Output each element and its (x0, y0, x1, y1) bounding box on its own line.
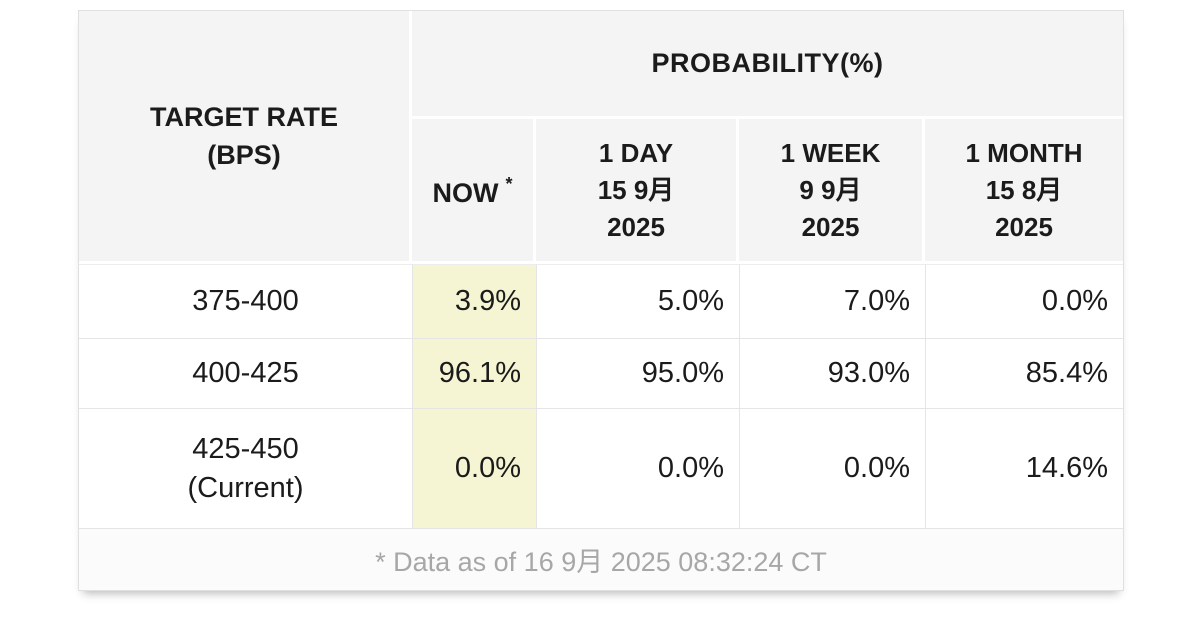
column-header-1week-line3: 2025 (801, 211, 860, 242)
column-header-1month-line2: 15 8月 (985, 174, 1063, 205)
column-header-1day: 1 DAY 15 9月 2025 (536, 119, 739, 264)
column-header-1month: 1 MONTH 15 8月 2025 (925, 119, 1123, 264)
probability-cell-now: 96.1% (412, 338, 536, 408)
probability-value: 85.4% (1025, 357, 1108, 389)
now-label: NOW (432, 178, 499, 208)
column-header-1day-line3: 2025 (607, 211, 665, 242)
probability-value: 95.0% (641, 357, 724, 389)
column-header-1week-line2: 9 9月 (799, 174, 862, 205)
probability-cell-now: 0.0% (412, 408, 536, 528)
probability-cell-1month: 0.0% (925, 264, 1123, 338)
probability-value: 3.9% (454, 285, 521, 317)
column-header-1day-line2: 15 9月 (597, 174, 675, 205)
probability-cell-1week: 93.0% (739, 338, 925, 408)
probability-value: 5.0% (657, 285, 724, 317)
probability-value: 14.6% (1025, 452, 1108, 484)
probability-value: 0.0% (454, 452, 521, 484)
target-rate-header-line2: (BPS) (207, 140, 281, 170)
column-header-1week-line1: 1 WEEK (780, 137, 881, 168)
column-header-1month-line1: 1 MONTH (965, 137, 1083, 168)
target-rate-cell: 400-425 (79, 338, 412, 408)
now-asterisk: * (505, 174, 513, 194)
column-header-1month-line3: 2025 (995, 211, 1053, 242)
probability-value: 0.0% (657, 452, 724, 484)
target-rate-current-note: (Current) (187, 471, 304, 504)
target-rate-cell: 375-400 (79, 264, 412, 338)
target-rate-cell: 425-450 (Current) (79, 408, 412, 528)
probability-cell-1month: 14.6% (925, 408, 1123, 528)
probability-cell-1day: 5.0% (536, 264, 739, 338)
probability-value: 96.1% (438, 357, 521, 389)
probability-value: 0.0% (1041, 285, 1108, 317)
target-rate-value: 400-425 (192, 357, 299, 389)
target-rate-value: 425-450 (192, 432, 299, 465)
target-rate-value: 375-400 (192, 285, 299, 317)
target-rate-header: TARGET RATE (BPS) (79, 11, 412, 264)
probability-cell-1month: 85.4% (925, 338, 1123, 408)
data-asof-footnote-text: * Data as of 16 9月 2025 08:32:24 CT (375, 547, 827, 577)
probability-cell-1week: 7.0% (739, 264, 925, 338)
probability-cell-1day: 0.0% (536, 408, 739, 528)
column-header-1week: 1 WEEK 9 9月 2025 (739, 119, 925, 264)
probability-cell-now: 3.9% (412, 264, 536, 338)
column-header-1day-line1: 1 DAY (598, 137, 674, 168)
now-label-wrap: NOW * (433, 168, 513, 212)
column-header-now: NOW * (412, 119, 536, 264)
probability-value: 7.0% (843, 285, 910, 317)
target-rate-header-line1: TARGET RATE (150, 102, 338, 132)
probability-header-label: PROBABILITY(%) (651, 48, 884, 78)
data-asof-footnote: * Data as of 16 9月 2025 08:32:24 CT (79, 528, 1123, 590)
fedwatch-probability-table: TARGET RATE (BPS) PROBABILITY(%) NOW * 1 … (78, 10, 1124, 591)
probability-header: PROBABILITY(%) (412, 11, 1123, 119)
probability-value: 93.0% (827, 357, 910, 389)
probability-cell-1week: 0.0% (739, 408, 925, 528)
probability-cell-1day: 95.0% (536, 338, 739, 408)
probability-value: 0.0% (843, 452, 910, 484)
